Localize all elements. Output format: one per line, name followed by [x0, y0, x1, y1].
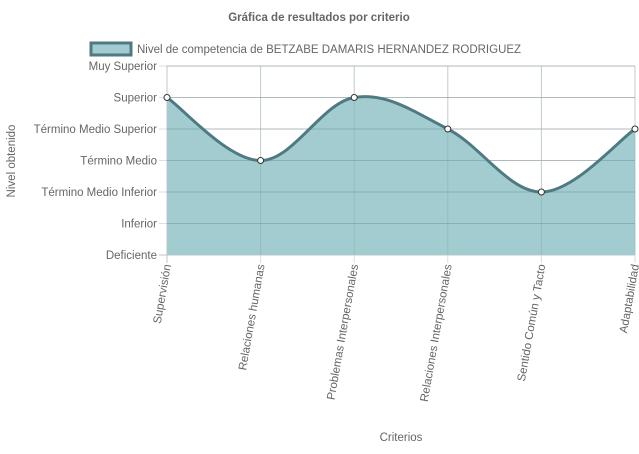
data-point[interactable] — [537, 188, 545, 196]
series-line — [166, 95, 636, 194]
series-area — [167, 96, 635, 255]
y-tick-label: Superior — [114, 93, 158, 105]
x-tick-label: Supervisión — [152, 263, 174, 324]
data-points — [163, 94, 639, 196]
chart-title: Gráfica de resultados por criterio — [228, 12, 410, 24]
x-tick-label: Problemas Interpersonales — [325, 263, 361, 401]
y-tick-label: Deficiente — [106, 250, 157, 262]
data-point[interactable] — [444, 125, 452, 133]
data-point[interactable] — [163, 94, 171, 101]
y-axis-title: Nivel obtenido — [6, 125, 18, 198]
y-tick-label: Término Medio Inferior — [41, 187, 157, 199]
y-tick-label: Término Medio — [80, 156, 157, 168]
data-point[interactable] — [350, 94, 358, 101]
y-tick-label: Muy Superior — [89, 61, 158, 73]
x-axis-title: Criterios — [380, 432, 423, 444]
legend-label: Nivel de competencia de BETZABE DAMARIS … — [137, 44, 521, 56]
x-tick-label: Sentido Común y Tacto — [516, 263, 548, 382]
data-point[interactable] — [631, 125, 639, 133]
x-tick-label: Relaciones Interpersonales — [419, 263, 455, 403]
data-point[interactable] — [257, 157, 265, 164]
x-tick-label: Relaciones humanas — [237, 263, 268, 371]
legend-swatch — [89, 41, 133, 57]
y-tick-label: Término Medio Superior — [34, 124, 158, 136]
y-tick-label: Inferior — [121, 219, 157, 231]
x-tick-label: Adaptabilidad — [618, 263, 639, 334]
plot-area — [166, 65, 636, 255]
